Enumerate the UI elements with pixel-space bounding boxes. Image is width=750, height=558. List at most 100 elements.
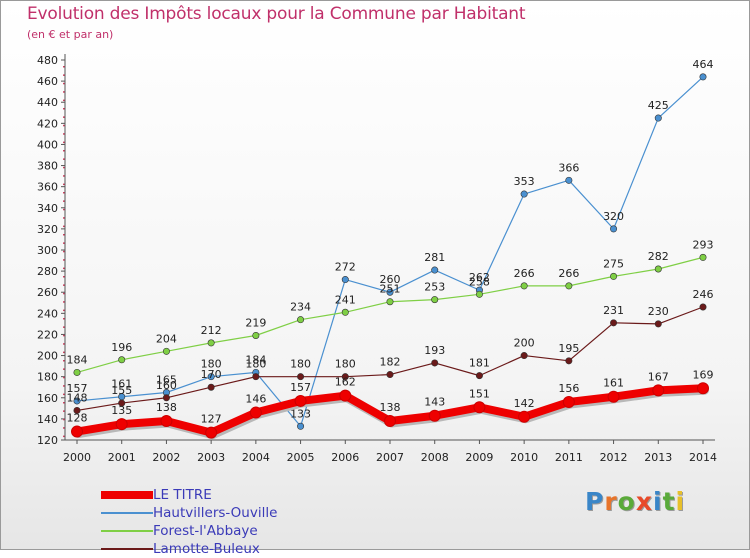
y-axis-dot	[63, 276, 65, 278]
data-point	[160, 415, 173, 427]
legend-label: Lamotte-Buleux	[153, 541, 260, 557]
y-axis-dot	[63, 208, 65, 211]
y-axis-dot	[63, 309, 65, 312]
data-point	[162, 347, 170, 355]
legend-label: LE TITRE	[153, 487, 212, 503]
y-axis-dot	[63, 435, 65, 438]
y-axis-dot	[63, 267, 65, 270]
x-tick-label: 2011	[555, 451, 583, 464]
y-axis-dot	[63, 108, 65, 110]
y-axis-dot	[63, 166, 65, 169]
y-axis-dot	[63, 225, 65, 228]
y-axis-dot	[63, 385, 65, 387]
x-tick-label: 2002	[152, 451, 180, 464]
x-tick-label: 2004	[242, 451, 270, 464]
data-label: 260	[380, 273, 401, 286]
data-label: 266	[514, 267, 535, 280]
data-point	[610, 319, 618, 327]
data-point	[654, 114, 662, 122]
data-label: 180	[201, 358, 222, 371]
legend-swatch	[101, 491, 153, 499]
data-label: 169	[693, 368, 714, 381]
data-label: 219	[245, 317, 266, 330]
y-tick-label: 200	[37, 350, 58, 363]
data-label: 196	[111, 341, 132, 354]
data-label: 181	[469, 357, 490, 370]
data-point	[431, 296, 439, 304]
y-tick-label: 420	[37, 117, 58, 130]
chart-subtitle: (en € et par an)	[27, 28, 114, 41]
y-tick-label: 460	[37, 75, 58, 88]
y-axis-dot	[63, 376, 65, 379]
data-point	[428, 409, 441, 422]
data-label: 160	[156, 379, 177, 392]
data-point	[431, 266, 439, 274]
data-point	[431, 359, 439, 367]
data-point	[610, 225, 618, 233]
data-point	[384, 415, 396, 427]
y-axis-dot	[63, 402, 65, 404]
data-point	[249, 406, 262, 419]
data-label: 195	[558, 342, 579, 355]
y-axis-dot	[63, 200, 65, 202]
data-point	[162, 394, 170, 402]
logo-letter: r	[604, 487, 618, 516]
x-tick-label: 2008	[421, 451, 449, 464]
data-label: 282	[648, 250, 669, 263]
y-axis-dot	[63, 141, 65, 144]
y-tick-label: 140	[37, 413, 58, 426]
y-axis-dot	[63, 284, 65, 286]
data-point	[341, 276, 349, 284]
data-label: 234	[290, 301, 311, 314]
logo-letter: x	[635, 487, 653, 516]
y-tick-label: 360	[37, 181, 58, 194]
y-axis-dot	[63, 66, 65, 68]
y-axis-dot	[63, 334, 65, 337]
data-label: 135	[111, 404, 132, 417]
y-tick-label: 160	[37, 392, 58, 405]
y-tick-label: 440	[37, 96, 58, 109]
data-point	[654, 265, 662, 273]
data-point	[115, 418, 128, 431]
y-axis-dot	[63, 192, 65, 194]
data-label: 200	[514, 337, 535, 350]
data-point	[520, 282, 528, 290]
data-point	[205, 426, 218, 439]
data-label: 258	[469, 275, 490, 288]
x-tick-label: 2009	[465, 451, 493, 464]
data-label: 184	[67, 353, 88, 366]
data-label: 320	[603, 210, 624, 223]
data-point	[520, 190, 528, 198]
data-label: 162	[335, 376, 356, 389]
y-axis-dot	[63, 234, 65, 236]
y-axis-dot	[63, 183, 65, 186]
legend-label: Forest-l'Abbaye	[153, 523, 258, 539]
data-label: 180	[335, 358, 356, 371]
data-label: 157	[290, 381, 311, 394]
data-label: 180	[245, 358, 266, 371]
x-tick-label: 2000	[63, 451, 91, 464]
x-tick-label: 2001	[108, 451, 136, 464]
data-point	[118, 356, 126, 364]
legend-swatch	[101, 548, 153, 550]
y-axis-dot	[63, 326, 65, 328]
legend-swatch	[101, 512, 153, 514]
y-tick-label: 180	[37, 371, 58, 384]
data-label: 148	[67, 391, 88, 404]
data-label: 161	[603, 377, 624, 390]
y-axis-dot	[63, 259, 65, 261]
data-label: 155	[111, 384, 132, 397]
data-label: 353	[514, 175, 535, 188]
data-label: 193	[424, 344, 445, 357]
legend-swatch	[101, 530, 153, 532]
data-point	[699, 303, 707, 311]
data-point	[341, 373, 349, 381]
y-tick-label: 300	[37, 244, 58, 257]
data-point	[520, 352, 528, 360]
y-axis-dot	[63, 351, 65, 354]
y-axis-dot	[63, 301, 65, 303]
y-tick-label: 220	[37, 328, 58, 341]
data-point	[475, 290, 483, 298]
y-axis-dot	[63, 410, 65, 412]
